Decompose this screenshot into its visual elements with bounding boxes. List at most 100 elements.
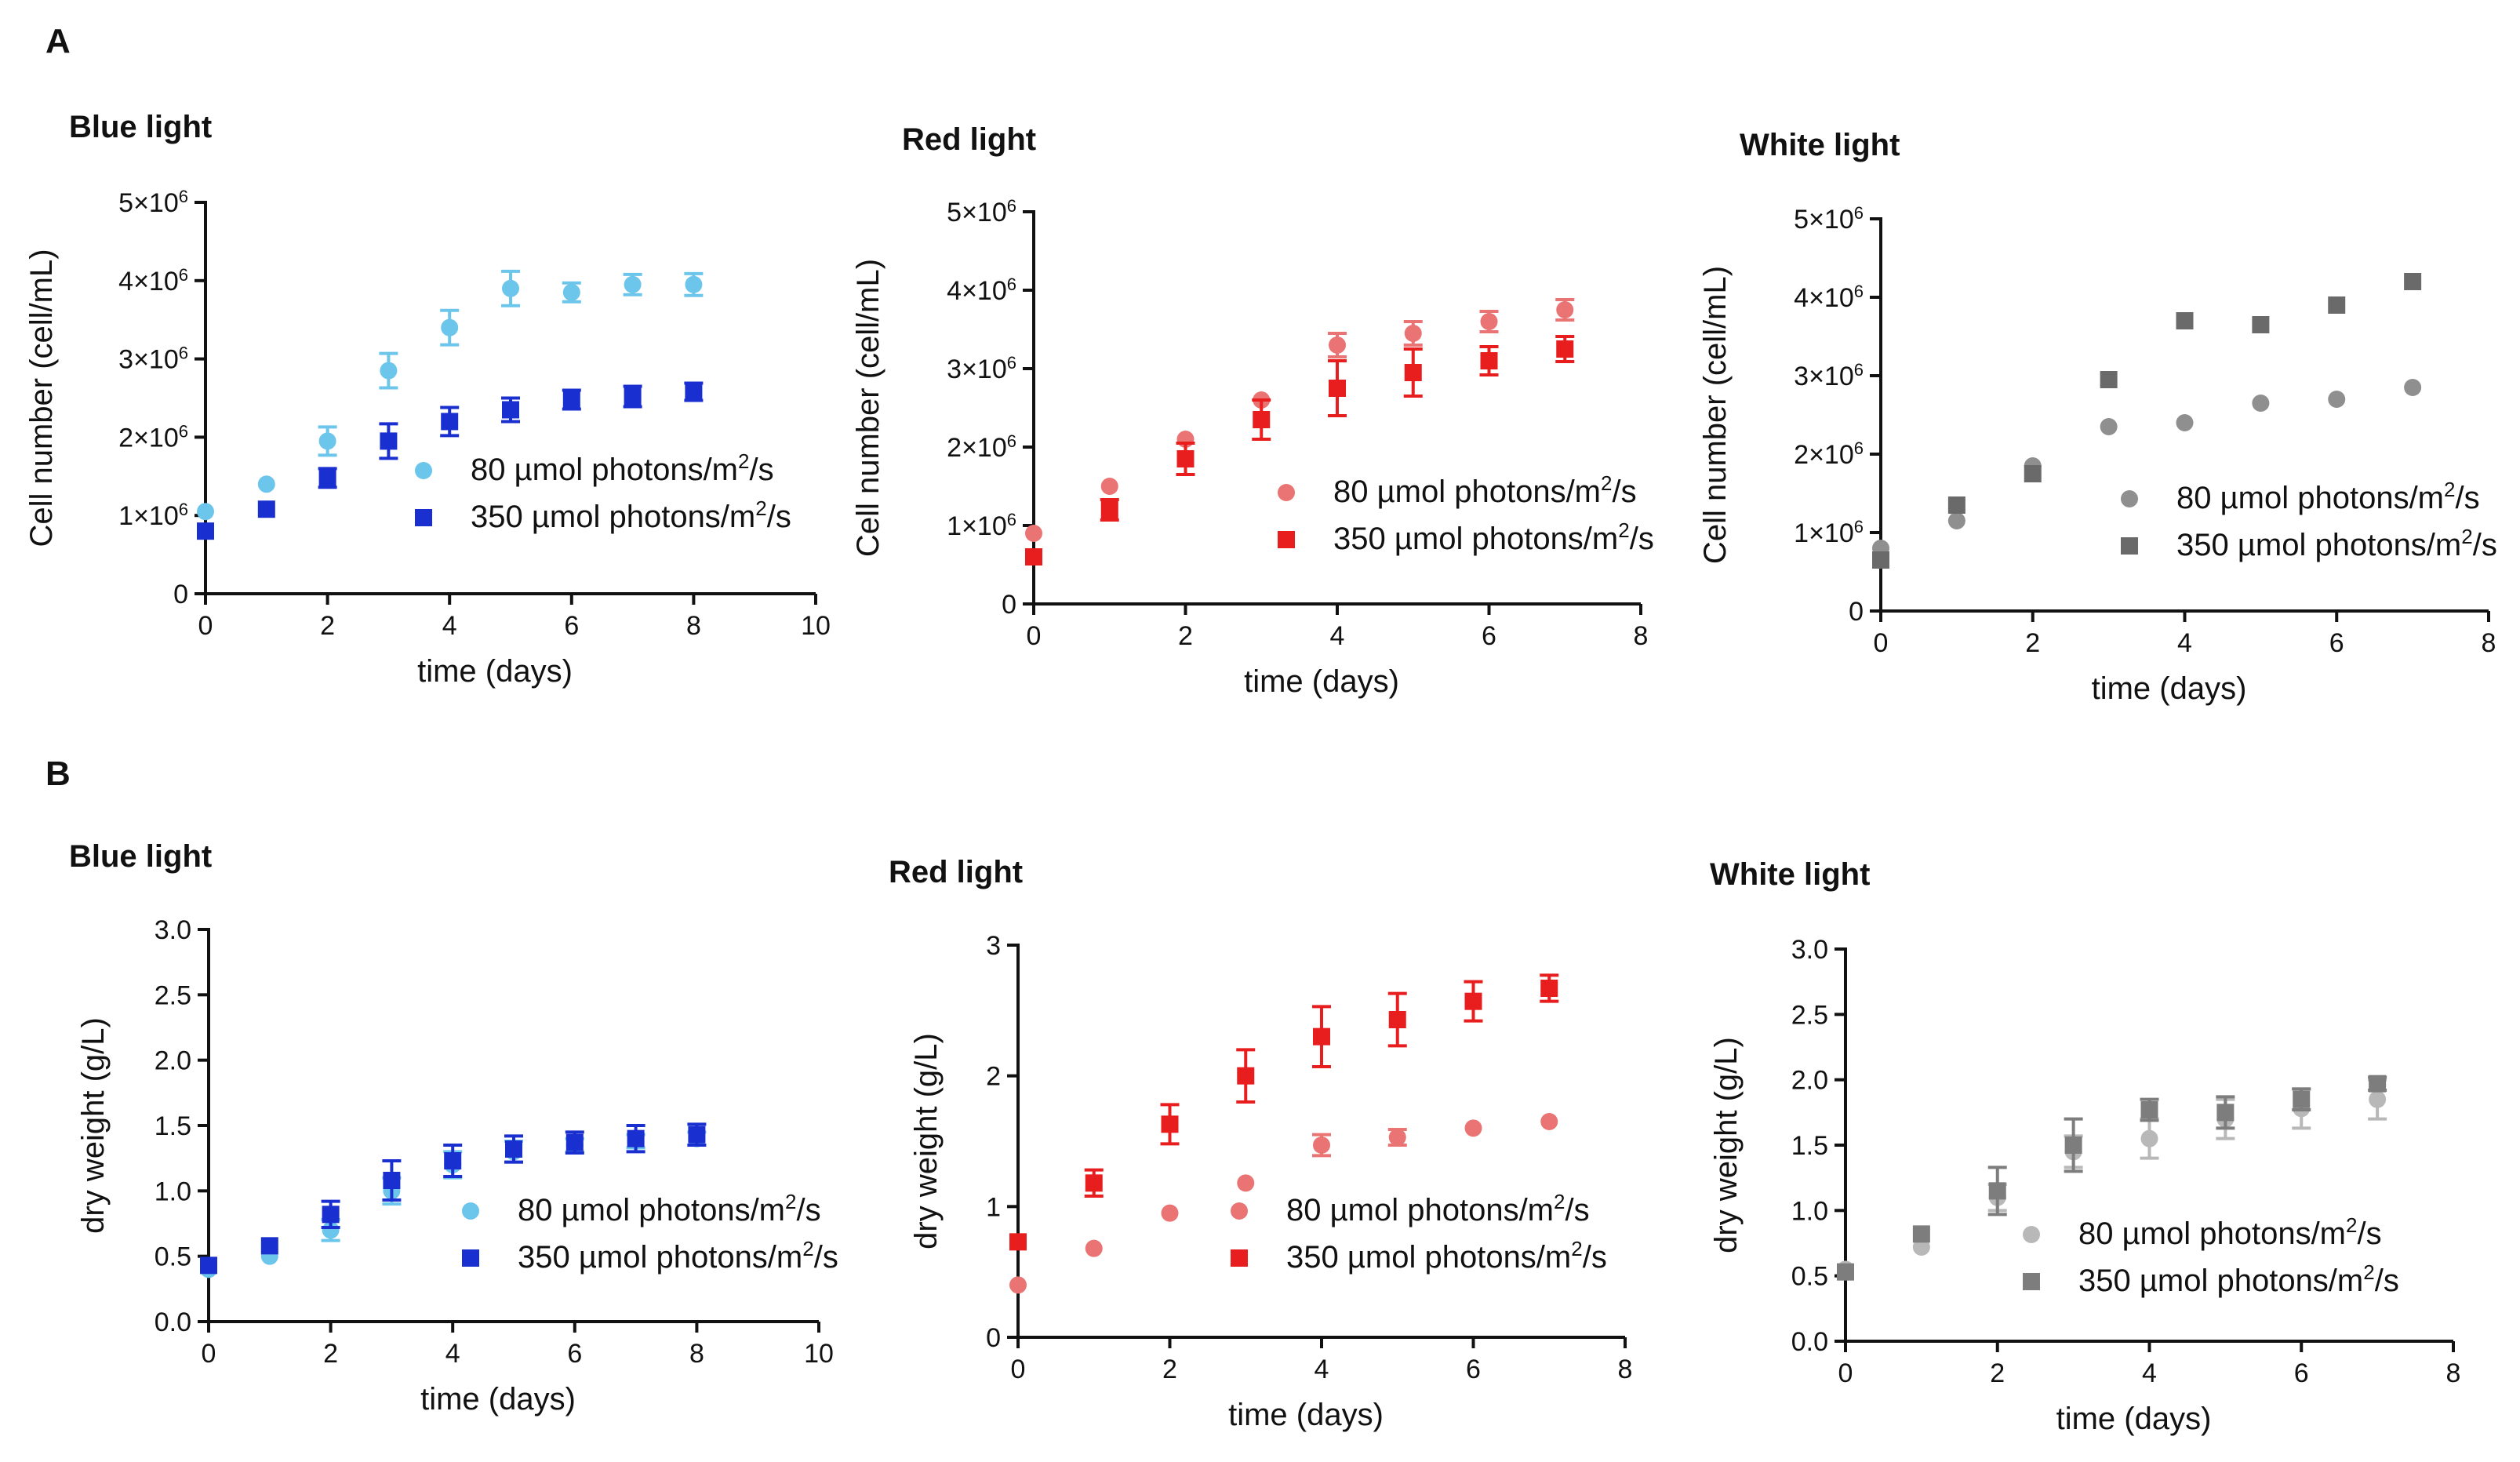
x-tick-label: 0: [1027, 621, 1042, 651]
data-point-high-light: [1556, 340, 1574, 358]
legend-marker: [415, 509, 432, 526]
data-point-low-light: [2328, 391, 2346, 408]
x-tick-label: 8: [2446, 1358, 2461, 1388]
x-tick-label: 0: [1874, 628, 1889, 658]
y-axis-title: dry weight (g/L): [1709, 1037, 1744, 1253]
y-tick-label: 2×106: [118, 421, 188, 453]
x-tick-label: 2: [323, 1339, 338, 1369]
data-point-high-light: [1237, 1067, 1255, 1085]
data-point-high-light: [1540, 980, 1558, 997]
legend-label: 350 µmol photons/m2/s: [471, 496, 791, 534]
data-point-high-light: [260, 1237, 278, 1255]
x-tick-label: 8: [2482, 628, 2496, 658]
y-tick-label: 0: [1002, 590, 1016, 620]
data-point-high-light: [1388, 1011, 1406, 1028]
data-point-low-light: [1556, 301, 1574, 318]
y-tick-label: 2.5: [1791, 1000, 1828, 1030]
data-point-high-light: [1464, 992, 1482, 1010]
data-point-low-light: [1025, 525, 1042, 542]
x-tick-label: 8: [689, 1339, 704, 1369]
y-tick-label: 3.0: [1791, 935, 1828, 965]
data-point-high-light: [2404, 273, 2422, 290]
panel-label-b: B: [45, 755, 71, 793]
data-point-high-light: [1085, 1174, 1103, 1192]
y-tick-label: 2×106: [1794, 438, 1864, 471]
data-point-high-light: [257, 500, 275, 518]
legend-label: 350 µmol photons/m2/s: [2078, 1260, 2399, 1298]
data-point-low-light: [2176, 414, 2194, 431]
y-tick-label: 2.0: [1791, 1066, 1828, 1096]
y-tick-label: 1×106: [118, 500, 188, 532]
legend-marker: [2121, 490, 2138, 507]
legend-marker: [1231, 1249, 1248, 1267]
data-point-high-light: [1329, 380, 1346, 397]
data-point-low-light: [685, 275, 703, 293]
data-point-low-light: [562, 283, 580, 301]
x-tick-label: 2: [1178, 621, 1193, 651]
y-tick-label: 3×106: [1794, 360, 1864, 392]
legend-marker: [415, 462, 432, 479]
data-point-high-light: [383, 1172, 401, 1189]
data-point-high-light: [627, 1129, 645, 1147]
y-tick-label: 0.0: [1791, 1327, 1828, 1357]
data-point-high-light: [1912, 1225, 1930, 1243]
y-tick-label: 2.0: [155, 1046, 191, 1076]
x-axis-title: time (days): [2092, 671, 2247, 706]
data-point-low-light: [1329, 336, 1346, 354]
data-point-low-light: [2252, 395, 2270, 412]
x-tick-label: 2: [1162, 1355, 1177, 1384]
x-tick-label: 10: [801, 611, 831, 641]
data-point-high-light: [444, 1152, 462, 1169]
data-point-low-light: [257, 475, 275, 493]
legend-label: 350 µmol photons/m2/s: [518, 1237, 838, 1275]
y-tick-label: 4×106: [118, 264, 188, 296]
data-point-high-light: [505, 1140, 522, 1158]
data-point-high-light: [1009, 1233, 1027, 1251]
legend-marker: [2023, 1273, 2040, 1290]
data-point-high-light: [688, 1126, 706, 1144]
chart-title-a3: White light: [1740, 128, 1900, 162]
data-point-high-light: [2328, 296, 2346, 314]
data-point-high-light: [2293, 1090, 2311, 1108]
legend-label: 80 µmol photons/m2/s: [2078, 1213, 2382, 1251]
data-point-high-light: [2024, 465, 2042, 482]
data-point-low-light: [1540, 1113, 1558, 1130]
x-tick-label: 6: [1482, 621, 1496, 651]
legend-marker: [462, 1202, 479, 1220]
x-tick-label: 4: [2142, 1358, 2157, 1388]
chart-title-a1: Blue light: [69, 110, 213, 144]
data-point-low-light: [1100, 478, 1118, 495]
data-point-high-light: [200, 1257, 217, 1275]
data-point-low-light: [1404, 325, 1422, 342]
x-axis-title: time (days): [2056, 1402, 2212, 1436]
x-tick-label: 10: [804, 1339, 834, 1369]
x-axis-title: time (days): [417, 654, 573, 689]
legend-marker: [1231, 1202, 1248, 1220]
legend-marker: [462, 1249, 479, 1267]
data-point-high-light: [624, 387, 642, 406]
y-tick-label: 1.0: [155, 1177, 191, 1206]
data-point-high-light: [1253, 411, 1271, 428]
x-tick-label: 6: [1466, 1355, 1481, 1384]
data-point-low-light: [197, 503, 214, 521]
y-tick-label: 1×106: [1794, 517, 1864, 549]
y-tick-label: 2: [986, 1062, 1001, 1092]
x-tick-label: 2: [320, 611, 335, 641]
data-point-low-light: [502, 279, 519, 297]
x-tick-label: 0: [202, 1339, 216, 1369]
y-tick-label: 0.0: [155, 1307, 191, 1337]
data-point-high-light: [1025, 548, 1042, 566]
data-point-low-light: [441, 318, 459, 336]
data-point-high-light: [2064, 1137, 2082, 1154]
legend-marker: [1278, 484, 1295, 501]
y-tick-label: 5×106: [118, 187, 188, 219]
y-tick-label: 0: [1849, 597, 1864, 627]
legend-label: 350 µmol photons/m2/s: [1333, 518, 1654, 556]
data-point-high-light: [685, 383, 703, 401]
y-tick-label: 1×106: [947, 510, 1016, 542]
x-axis-title: time (days): [1244, 664, 1399, 699]
chart-title-b1: Blue light: [69, 839, 213, 874]
data-point-low-light: [1237, 1174, 1255, 1192]
x-tick-label: 8: [686, 611, 701, 641]
